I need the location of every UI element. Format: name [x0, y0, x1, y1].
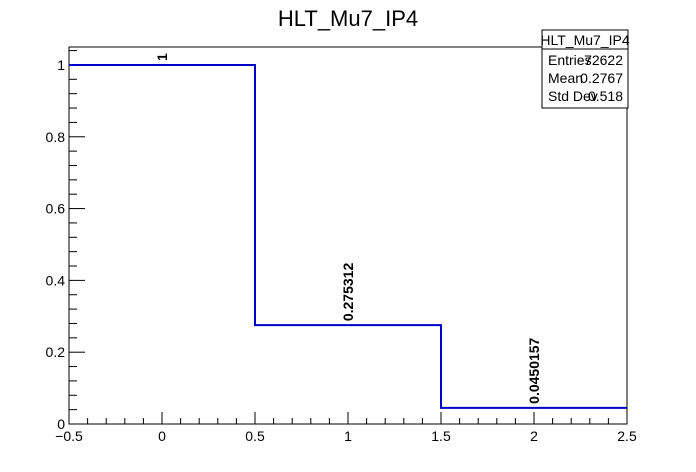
- histogram-step-line: [69, 63, 627, 409]
- bin-value-label: 1: [154, 53, 170, 61]
- axes-group: −0.5 0 0.5 1 1.5 2 2.500.20.40.60.81: [46, 46, 637, 444]
- stats-stddev-value: 0.518: [588, 88, 623, 104]
- stats-box: HLT_Mu7_IP4 Entries 72622 Mean 0.2767 St…: [540, 29, 630, 109]
- x-tick-label: 2.5: [617, 428, 637, 444]
- histogram-series: [69, 63, 627, 409]
- y-tick-label: 0.2: [46, 344, 66, 360]
- bin-labels-group: 1 0.275312 0.0450157: [154, 53, 542, 404]
- stats-stddev-key: Std Dev: [548, 88, 598, 104]
- y-tick-label: 0: [57, 416, 65, 432]
- y-tick-label: 0.4: [46, 272, 66, 288]
- x-tick-label: 0: [158, 428, 166, 444]
- stats-entries-value: 72622: [584, 52, 623, 68]
- stats-entries-key: Entries: [548, 52, 592, 68]
- chart-title: HLT_Mu7_IP4: [278, 6, 418, 31]
- y-tick-label: 0.8: [46, 129, 66, 145]
- x-tick-label: 2: [530, 428, 538, 444]
- x-tick-label: −0.5: [55, 428, 83, 444]
- x-tick-label: 1: [344, 428, 352, 444]
- bin-value-label: 0.275312: [340, 263, 356, 322]
- stats-box-frame: [541, 29, 629, 109]
- y-tick-label: 0.6: [46, 201, 66, 217]
- stats-mean-value: 0.2767: [580, 70, 623, 86]
- stats-box-title: HLT_Mu7_IP4: [540, 32, 629, 48]
- bin-value-label: 0.0450157: [526, 337, 542, 403]
- y-tick-label: 1: [57, 57, 65, 73]
- stats-mean-key: Mean: [548, 70, 583, 86]
- x-tick-label: 0.5: [245, 428, 265, 444]
- x-tick-label: 1.5: [431, 428, 451, 444]
